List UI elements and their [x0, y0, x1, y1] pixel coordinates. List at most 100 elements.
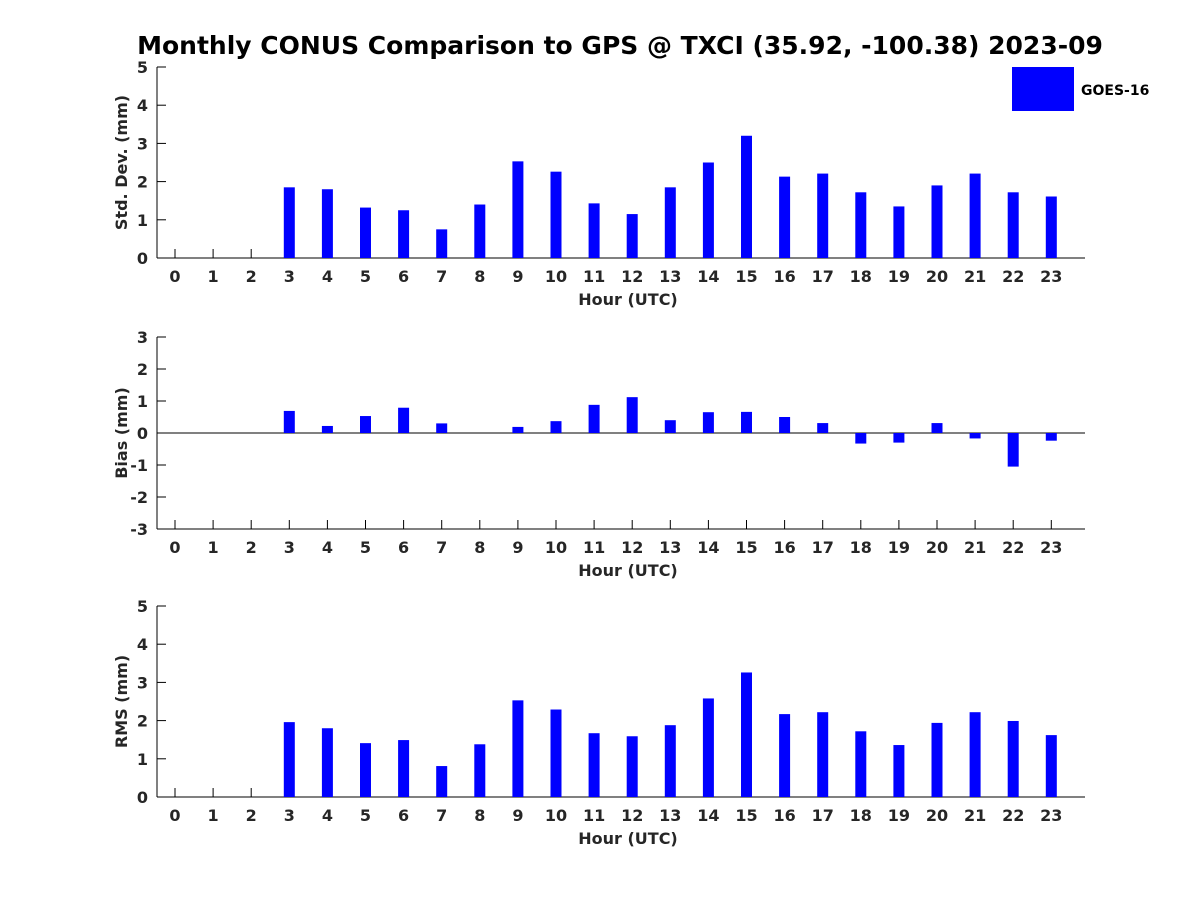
x-axis-label: Hour (UTC)	[578, 829, 678, 848]
bar	[436, 423, 448, 433]
bar	[360, 207, 371, 258]
x-tick-label: 18	[850, 806, 872, 825]
x-tick-label: 6	[398, 538, 409, 557]
x-tick-label: 11	[583, 806, 605, 825]
x-tick-label: 21	[964, 267, 986, 286]
y-tick-label: 4	[137, 96, 148, 115]
bar	[702, 412, 714, 433]
bar	[969, 433, 981, 439]
x-tick-label: 19	[888, 538, 910, 557]
x-tick-label: 20	[926, 267, 948, 286]
x-tick-label: 0	[169, 806, 180, 825]
x-tick-label: 5	[360, 267, 371, 286]
bar	[321, 425, 333, 433]
bar	[1007, 720, 1019, 797]
x-tick-label: 3	[284, 806, 295, 825]
bar	[550, 709, 562, 797]
x-tick-label: 15	[735, 806, 757, 825]
y-tick-label: 0	[137, 249, 148, 268]
y-tick-label: 1	[137, 750, 148, 769]
y-tick-label: 3	[137, 673, 148, 692]
x-tick-label: 21	[964, 538, 986, 557]
x-tick-label: 10	[545, 538, 567, 557]
bar	[779, 417, 791, 433]
x-tick-label: 23	[1040, 806, 1062, 825]
x-tick-label: 4	[322, 267, 333, 286]
x-tick-label: 18	[850, 538, 872, 557]
bar	[474, 744, 486, 797]
bar	[321, 189, 333, 258]
bar	[741, 135, 752, 258]
x-tick-label: 9	[512, 538, 523, 557]
bar	[664, 420, 676, 433]
bar	[283, 187, 295, 258]
y-tick-label: 1	[137, 211, 148, 230]
bar	[702, 162, 714, 258]
bar	[893, 745, 905, 797]
x-tick-label: 3	[284, 267, 295, 286]
bar	[283, 722, 295, 797]
y-tick-label: 0	[137, 788, 148, 807]
bar	[702, 698, 714, 797]
bar	[626, 214, 638, 258]
x-tick-label: 11	[583, 538, 605, 557]
bar	[474, 204, 486, 258]
bar	[969, 173, 981, 258]
x-tick-label: 4	[322, 806, 333, 825]
bar	[855, 731, 867, 797]
y-axis-label: RMS (mm)	[112, 655, 131, 748]
x-tick-label: 8	[474, 806, 485, 825]
x-tick-label: 9	[512, 267, 523, 286]
y-tick-label: 2	[137, 712, 148, 731]
x-tick-label: 6	[398, 267, 409, 286]
bar	[588, 733, 600, 797]
bar	[360, 743, 371, 797]
x-tick-label: 18	[850, 267, 872, 286]
x-tick-label: 13	[659, 806, 681, 825]
x-tick-label: 14	[697, 267, 719, 286]
bar	[512, 700, 524, 797]
bar	[512, 426, 524, 433]
bar	[779, 714, 791, 797]
x-tick-label: 5	[360, 538, 371, 557]
x-tick-label: 16	[773, 267, 795, 286]
x-tick-label: 1	[208, 538, 219, 557]
x-tick-label: 14	[697, 538, 719, 557]
x-tick-label: 15	[735, 538, 757, 557]
bar	[550, 171, 562, 258]
y-tick-label: -3	[130, 520, 148, 539]
y-tick-label: 0	[137, 424, 148, 443]
legend-label: GOES-16	[1081, 83, 1149, 99]
x-tick-label: 11	[583, 267, 605, 286]
y-axis-label: Bias (mm)	[112, 387, 131, 479]
x-tick-label: 22	[1002, 538, 1024, 557]
x-tick-label: 8	[474, 267, 485, 286]
bar	[931, 185, 943, 258]
x-tick-label: 9	[512, 806, 523, 825]
y-tick-label: 4	[137, 635, 148, 654]
x-tick-label: 7	[436, 267, 447, 286]
x-tick-label: 23	[1040, 538, 1062, 557]
bar	[855, 192, 867, 258]
chart-title: Monthly CONUS Comparison to GPS @ TXCI (…	[137, 31, 1103, 60]
bar	[398, 740, 410, 797]
bar	[588, 404, 600, 433]
x-tick-label: 10	[545, 806, 567, 825]
bar	[1045, 196, 1057, 258]
bar	[779, 176, 791, 258]
bar	[1045, 433, 1057, 441]
x-tick-label: 17	[812, 806, 834, 825]
x-tick-label: 13	[659, 538, 681, 557]
x-tick-label: 19	[888, 267, 910, 286]
bar	[817, 423, 829, 433]
x-tick-label: 0	[169, 538, 180, 557]
bar	[626, 736, 638, 797]
bar	[283, 410, 295, 433]
x-tick-label: 2	[246, 806, 257, 825]
x-axis-label: Hour (UTC)	[578, 561, 678, 580]
x-axis-label: Hour (UTC)	[578, 290, 678, 309]
x-tick-label: 15	[735, 267, 757, 286]
